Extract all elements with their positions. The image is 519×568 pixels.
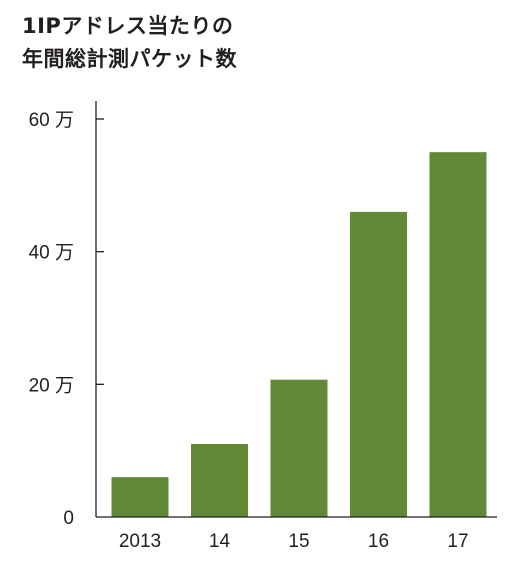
- x-tick-label: 16: [368, 531, 389, 552]
- y-tick-label: 20 万: [29, 375, 74, 396]
- x-tick-label: 17: [447, 531, 468, 552]
- x-tick-label: 2013: [119, 531, 161, 552]
- chart-title-line-1: 1IPアドレス当たりの: [22, 14, 234, 38]
- x-tick-label: 15: [288, 531, 309, 552]
- bars: [111, 152, 487, 517]
- bar-2013: [111, 477, 169, 517]
- x-axis-tick-labels: 2013 14 15 16 17: [119, 531, 469, 552]
- bar-16: [350, 211, 407, 517]
- y-tick-label: 60 万: [29, 110, 74, 131]
- y-tick-label: 40 万: [29, 243, 74, 264]
- x-tick-label: 14: [209, 531, 231, 552]
- y-axis-ticks: 0 20 万 40 万 60 万: [29, 110, 104, 529]
- y-tick-label: 0: [63, 508, 74, 529]
- bar-14: [191, 444, 248, 517]
- bar-15: [270, 379, 328, 517]
- bar-17: [429, 152, 487, 517]
- chart-title-line-2: 年間総計測パケット数: [22, 47, 237, 71]
- chart-title: 1IPアドレス当たりの 年間総計測パケット数: [22, 10, 237, 76]
